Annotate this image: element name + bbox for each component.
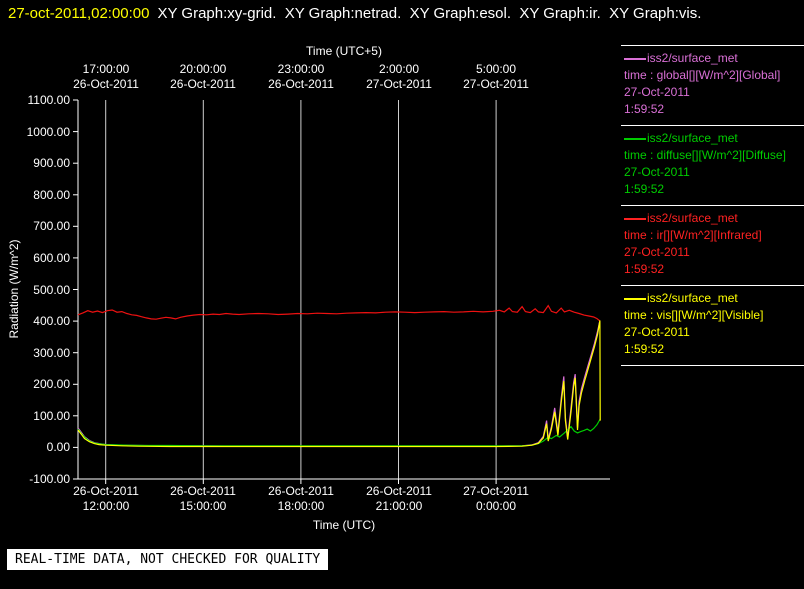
series-vis [77,320,601,448]
y-tick-label: -100.00 [29,472,70,486]
legend-line-sample-icon [624,217,646,220]
legend-time: 1:59:52 [624,262,665,276]
x-bottom-tick-label: 26-Oct-2011 18:00:00 [246,484,356,514]
x-top-tick-date: 27-Oct-2011 [463,77,529,91]
legend-source: iss2/surface_met [647,291,738,305]
legend-variable: time : vis[][W/m^2][Visible] [624,308,764,322]
y-tick-label: 900.00 [33,156,70,170]
x-bottom-tick-time: 21:00:00 [375,499,423,513]
legend-date: 27-Oct-2011 [624,85,690,99]
y-tick-label: 1100.00 [27,93,71,107]
x-bottom-tick-label: 26-Oct-2011 12:00:00 [51,484,161,514]
y-tick-label: 800.00 [33,188,70,202]
legend-source: iss2/surface_met [647,51,738,65]
x-bottom-tick-label: 27-Oct-2011 0:00:00 [441,484,551,514]
legend-entry-header: iss2/surface_met [624,50,804,67]
x-top-tick-label: 20:00:00 26-Oct-2011 [148,62,258,92]
y-tick-label: 400.00 [33,314,70,328]
x-bottom-tick-time: 0:00:00 [475,499,517,513]
window-title: 27-oct-2011,02:00:00 XY Graph:xy-grid. XY… [8,3,800,24]
x-top-tick-time: 5:00:00 [475,62,517,76]
y-tick-label: 100.00 [33,409,70,423]
x-bottom-tick-date: 26-Oct-2011 [268,484,334,498]
legend-time: 1:59:52 [624,102,665,116]
legend-entry-header: iss2/surface_met [624,210,804,227]
legend-time: 1:59:52 [624,342,665,356]
series-global [77,321,601,447]
x-bottom-tick-date: 26-Oct-2011 [366,484,432,498]
x-bottom-tick-label: 26-Oct-2011 15:00:00 [148,484,258,514]
series-diffuse [77,418,601,447]
quality-banner: REAL-TIME DATA, NOT CHECKED FOR QUALITY [7,549,329,570]
x-top-tick-time: 17:00:00 [82,62,130,76]
x-top-tick-date: 26-Oct-2011 [170,77,236,91]
legend-variable: time : global[][W/m^2][Global] [624,68,781,82]
y-tick-label: 200.00 [33,377,70,391]
x-top-tick-date: 26-Oct-2011 [268,77,334,91]
legend-date: 27-Oct-2011 [624,325,690,339]
legend-line-sample-icon [624,297,646,300]
legend-source: iss2/surface_met [647,211,738,225]
x-top-tick-date: 26-Oct-2011 [73,77,139,91]
legend-variable: time : diffuse[][W/m^2][Diffuse] [624,148,786,162]
x-bottom-tick-time: 12:00:00 [82,499,130,513]
x-top-tick-time: 2:00:00 [378,62,420,76]
x-bottom-tick-time: 18:00:00 [277,499,325,513]
x-bottom-tick-time: 15:00:00 [179,499,227,513]
x-bottom-tick-date: 26-Oct-2011 [170,484,236,498]
graph-list: XY Graph:xy-grid. XY Graph:netrad. XY Gr… [157,5,702,22]
y-axis-title: Radiation (W/m^2) [7,239,21,339]
y-tick-label: 0.00 [46,440,70,454]
legend-date: 27-Oct-2011 [624,165,690,179]
current-timestamp: 27-oct-2011,02:00:00 [8,5,150,22]
legend-time: 1:59:52 [624,182,665,196]
x-top-tick-time: 23:00:00 [277,62,325,76]
x-top-tick-date: 27-Oct-2011 [366,77,432,91]
x-top-tick-label: 2:00:00 27-Oct-2011 [344,62,454,92]
y-tick-label: 1000.00 [26,125,70,139]
legend-entry-header: iss2/surface_met [624,290,804,307]
x-top-tick-label: 17:00:00 26-Oct-2011 [51,62,161,92]
x-bottom-axis-title: Time (UTC) [312,518,376,532]
y-tick-label: 600.00 [33,251,70,265]
y-tick-label: 700.00 [33,219,70,233]
legend-date: 27-Oct-2011 [624,245,690,259]
legend-line-sample-icon [624,57,646,60]
legend-line-sample-icon [624,137,646,140]
legend-entry-header: iss2/surface_met [624,130,804,147]
legend-variable: time : ir[][W/m^2][Infrared] [624,228,762,242]
x-bottom-tick-date: 26-Oct-2011 [73,484,139,498]
series-ir [77,304,601,322]
x-top-tick-label: 5:00:00 27-Oct-2011 [441,62,551,92]
legend-source: iss2/surface_met [647,131,738,145]
x-bottom-tick-date: 27-Oct-2011 [463,484,529,498]
x-top-axis-title: Time (UTC+5) [306,44,382,58]
quality-banner-text: REAL-TIME DATA, NOT CHECKED FOR QUALITY [15,552,321,567]
y-tick-label: 500.00 [33,283,70,297]
y-tick-label: 300.00 [33,346,70,360]
x-top-tick-time: 20:00:00 [179,62,227,76]
x-top-tick-label: 23:00:00 26-Oct-2011 [246,62,356,92]
x-bottom-tick-label: 26-Oct-2011 21:00:00 [344,484,454,514]
